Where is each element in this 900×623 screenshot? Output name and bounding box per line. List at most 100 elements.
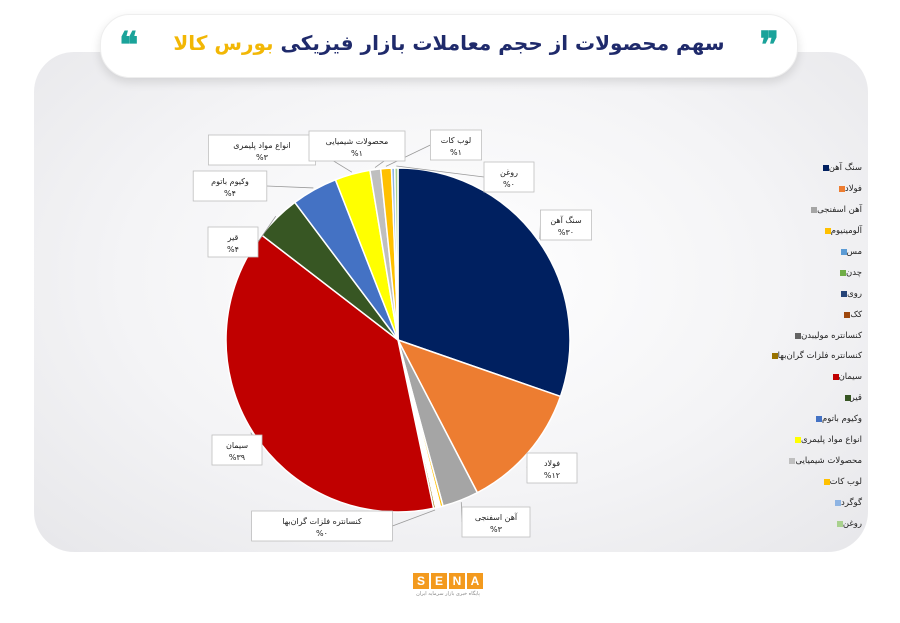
legend-label: کنسانتره فلزات گران‌بها [777, 351, 862, 362]
legend-item: آهن اسفنجی [752, 200, 862, 221]
legend-swatch [844, 311, 851, 318]
data-label-box [526, 452, 578, 484]
data-label-name: وکیوم باتوم [211, 177, 249, 186]
legend-item: انواع مواد پلیمری [752, 430, 862, 451]
legend-swatch [794, 437, 801, 444]
legend-label: آلومینیوم [830, 226, 862, 237]
legend-item: روغن [752, 513, 862, 534]
legend-swatch [822, 165, 829, 172]
data-label-box [308, 130, 406, 162]
data-label-box [211, 434, 263, 466]
legend-label: فولاد [844, 184, 862, 195]
data-label-box [251, 510, 393, 542]
pie-slice [393, 167, 399, 341]
data-label-name: فولاد [544, 459, 560, 468]
data-label-value: %۳ [256, 153, 269, 162]
pie-slice [397, 167, 571, 398]
title-banner: ❝ سهم محصولات از حجم معاملات بازار فیزیک… [100, 14, 798, 78]
legend-label: مس [846, 247, 862, 257]
legend-label: کک [850, 309, 862, 320]
data-label-value: %۳ [490, 525, 503, 534]
legend-label: آهن اسفنجی [817, 205, 862, 216]
legend-item: کنسانتره مولیبدن [752, 325, 862, 346]
legend-item: سنگ آهن [752, 158, 862, 179]
legend-label: روغن [842, 518, 862, 529]
legend-swatch [832, 374, 839, 381]
title-main: سهم محصولات از حجم معاملات بازار فیزیکی [280, 31, 725, 55]
legend-item: سیمان [752, 367, 862, 388]
data-label-name: آهن اسفنجی [475, 512, 518, 522]
legend-label: سنگ آهن [828, 163, 862, 174]
legend-label: قیر [850, 393, 862, 404]
legend-swatch [811, 207, 818, 214]
legend-label: روی [847, 288, 862, 299]
data-label-name: قیر [227, 233, 239, 242]
data-label-box [429, 129, 482, 161]
legend-item: آلومینیوم [752, 221, 862, 242]
legend-swatch [789, 457, 796, 464]
legend-item: وکیوم باتوم [752, 409, 862, 430]
data-label-box [540, 209, 593, 241]
legend-swatch [835, 499, 842, 506]
quote-close-icon: ❞ [759, 24, 779, 66]
legend-swatch [815, 416, 822, 423]
legend-swatch [824, 228, 831, 235]
leader-line [266, 185, 314, 189]
data-label-name: سیمان [226, 441, 248, 450]
data-label-value: %۳۹ [229, 453, 245, 462]
data-label-name: سنگ آهن [550, 215, 582, 225]
legend-item: کک [752, 304, 862, 325]
leader-line [385, 144, 431, 167]
legend-swatch [838, 186, 845, 193]
logo-letter: S [413, 573, 429, 589]
title-accent: بورس کالا [173, 31, 274, 55]
legend-item: قیر [752, 388, 862, 409]
logo-letter: A [467, 573, 483, 589]
pie-slice [396, 338, 562, 494]
legend-label: لوب کات [829, 476, 862, 487]
legend-item: گوگرد [752, 492, 862, 513]
data-label-value: %۱ [450, 148, 462, 157]
data-label-name: کنسانتره فلزات گران‌بها [282, 516, 362, 526]
legend-label: انواع مواد پلیمری [800, 435, 862, 446]
legend-swatch [840, 269, 847, 276]
leader-line [396, 165, 485, 178]
legend-label: کنسانتره مولیبدن [801, 330, 862, 341]
legend-label: چدن [846, 267, 862, 278]
legend-label: محصولات شیمیایی [795, 455, 862, 466]
legend-item: فولاد [752, 179, 862, 200]
logo-letter: E [431, 573, 447, 589]
data-label-value: %۰ [316, 529, 328, 538]
data-label-box [461, 506, 531, 538]
chart-legend: سنگ آهن فولاد آهن اسفنجی آلومینیوم مس چدن روی ک… [752, 158, 862, 534]
data-label-value: %۴ [227, 245, 239, 254]
page-title: سهم محصولات از حجم معاملات بازار فیزیکی … [101, 31, 797, 55]
legend-item: چدن [752, 262, 862, 283]
legend-item: مس [752, 242, 862, 263]
data-label-value: %۴ [224, 189, 236, 198]
legend-swatch [840, 249, 847, 255]
data-label-name: لوب کات [441, 136, 471, 145]
leader-line [392, 509, 436, 527]
data-label-box [207, 226, 259, 258]
data-label-box [483, 161, 535, 193]
logo-subtitle: پایگاه خبری بازار سرمایه ایران [416, 591, 480, 597]
legend-swatch [823, 478, 830, 485]
legend-item: کنسانتره فلزات گران‌بها [752, 346, 862, 367]
data-label-name: محصولات شیمیایی [326, 137, 389, 146]
leader-line [257, 215, 277, 243]
legend-item: لوب کات [752, 471, 862, 492]
quote-open-icon: ❝ [119, 24, 139, 66]
data-label-box [192, 170, 268, 202]
legend-label: وکیوم باتوم [821, 414, 862, 425]
legend-label: گوگرد [841, 497, 862, 508]
logo-letter: N [449, 573, 465, 589]
legend-swatch [841, 290, 848, 297]
legend-label: سیمان [838, 372, 862, 383]
data-label-value: %۰ [503, 180, 515, 189]
legend-swatch [771, 353, 778, 360]
legend-item: روی [752, 283, 862, 304]
